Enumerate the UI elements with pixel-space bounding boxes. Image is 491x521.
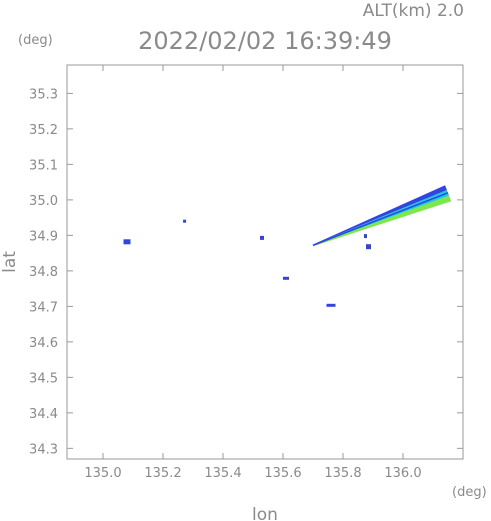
y-tick-label: 34.9: [29, 229, 58, 244]
x-tick-label: 136.0: [384, 466, 421, 481]
x-axis-label: lon: [252, 505, 278, 521]
echo-band-segment: [312, 185, 447, 245]
echo-point: [326, 303, 336, 307]
echo-point: [283, 276, 289, 280]
x-tick-label: 135.0: [84, 466, 121, 481]
y-tick-label: 34.7: [29, 300, 58, 315]
echo-band-segment: [313, 195, 452, 247]
ticks-layer: 135.0 135.2 135.4 135.6 135.8 136.0 34.3 34.4 34…: [29, 65, 463, 481]
y-tick-label: 34.4: [29, 407, 58, 422]
x-tick-label: 135.8: [324, 466, 361, 481]
echo-point: [366, 244, 371, 250]
echo-point: [260, 235, 264, 240]
y-tick-label: 34.3: [29, 442, 58, 457]
y-tick-label: 34.8: [29, 265, 58, 280]
plot-frame: [66, 64, 464, 460]
chart-title: 2022/02/02 16:39:49: [138, 27, 392, 55]
y-tick-label: 34.6: [29, 336, 58, 351]
echo-point: [364, 234, 367, 239]
y-unit-label: (deg): [18, 33, 53, 48]
y-tick-label: 35.0: [29, 194, 58, 209]
x-tick-label: 135.6: [264, 466, 301, 481]
x-tick-label: 135.2: [144, 466, 181, 481]
echo-layer: [123, 185, 452, 307]
echo-point: [183, 219, 187, 223]
y-axis-label: lat: [0, 251, 20, 273]
y-tick-label: 35.2: [29, 123, 58, 138]
y-tick-label: 35.1: [29, 158, 58, 173]
y-tick-label: 35.3: [29, 87, 58, 102]
echo-band-edge: [312, 192, 449, 247]
x-tick-label: 135.4: [204, 466, 241, 481]
y-tick-label: 34.5: [29, 371, 58, 386]
x-unit-label: (deg): [452, 485, 487, 500]
echo-point: [123, 239, 131, 245]
altitude-label: ALT(km) 2.0: [363, 1, 464, 21]
